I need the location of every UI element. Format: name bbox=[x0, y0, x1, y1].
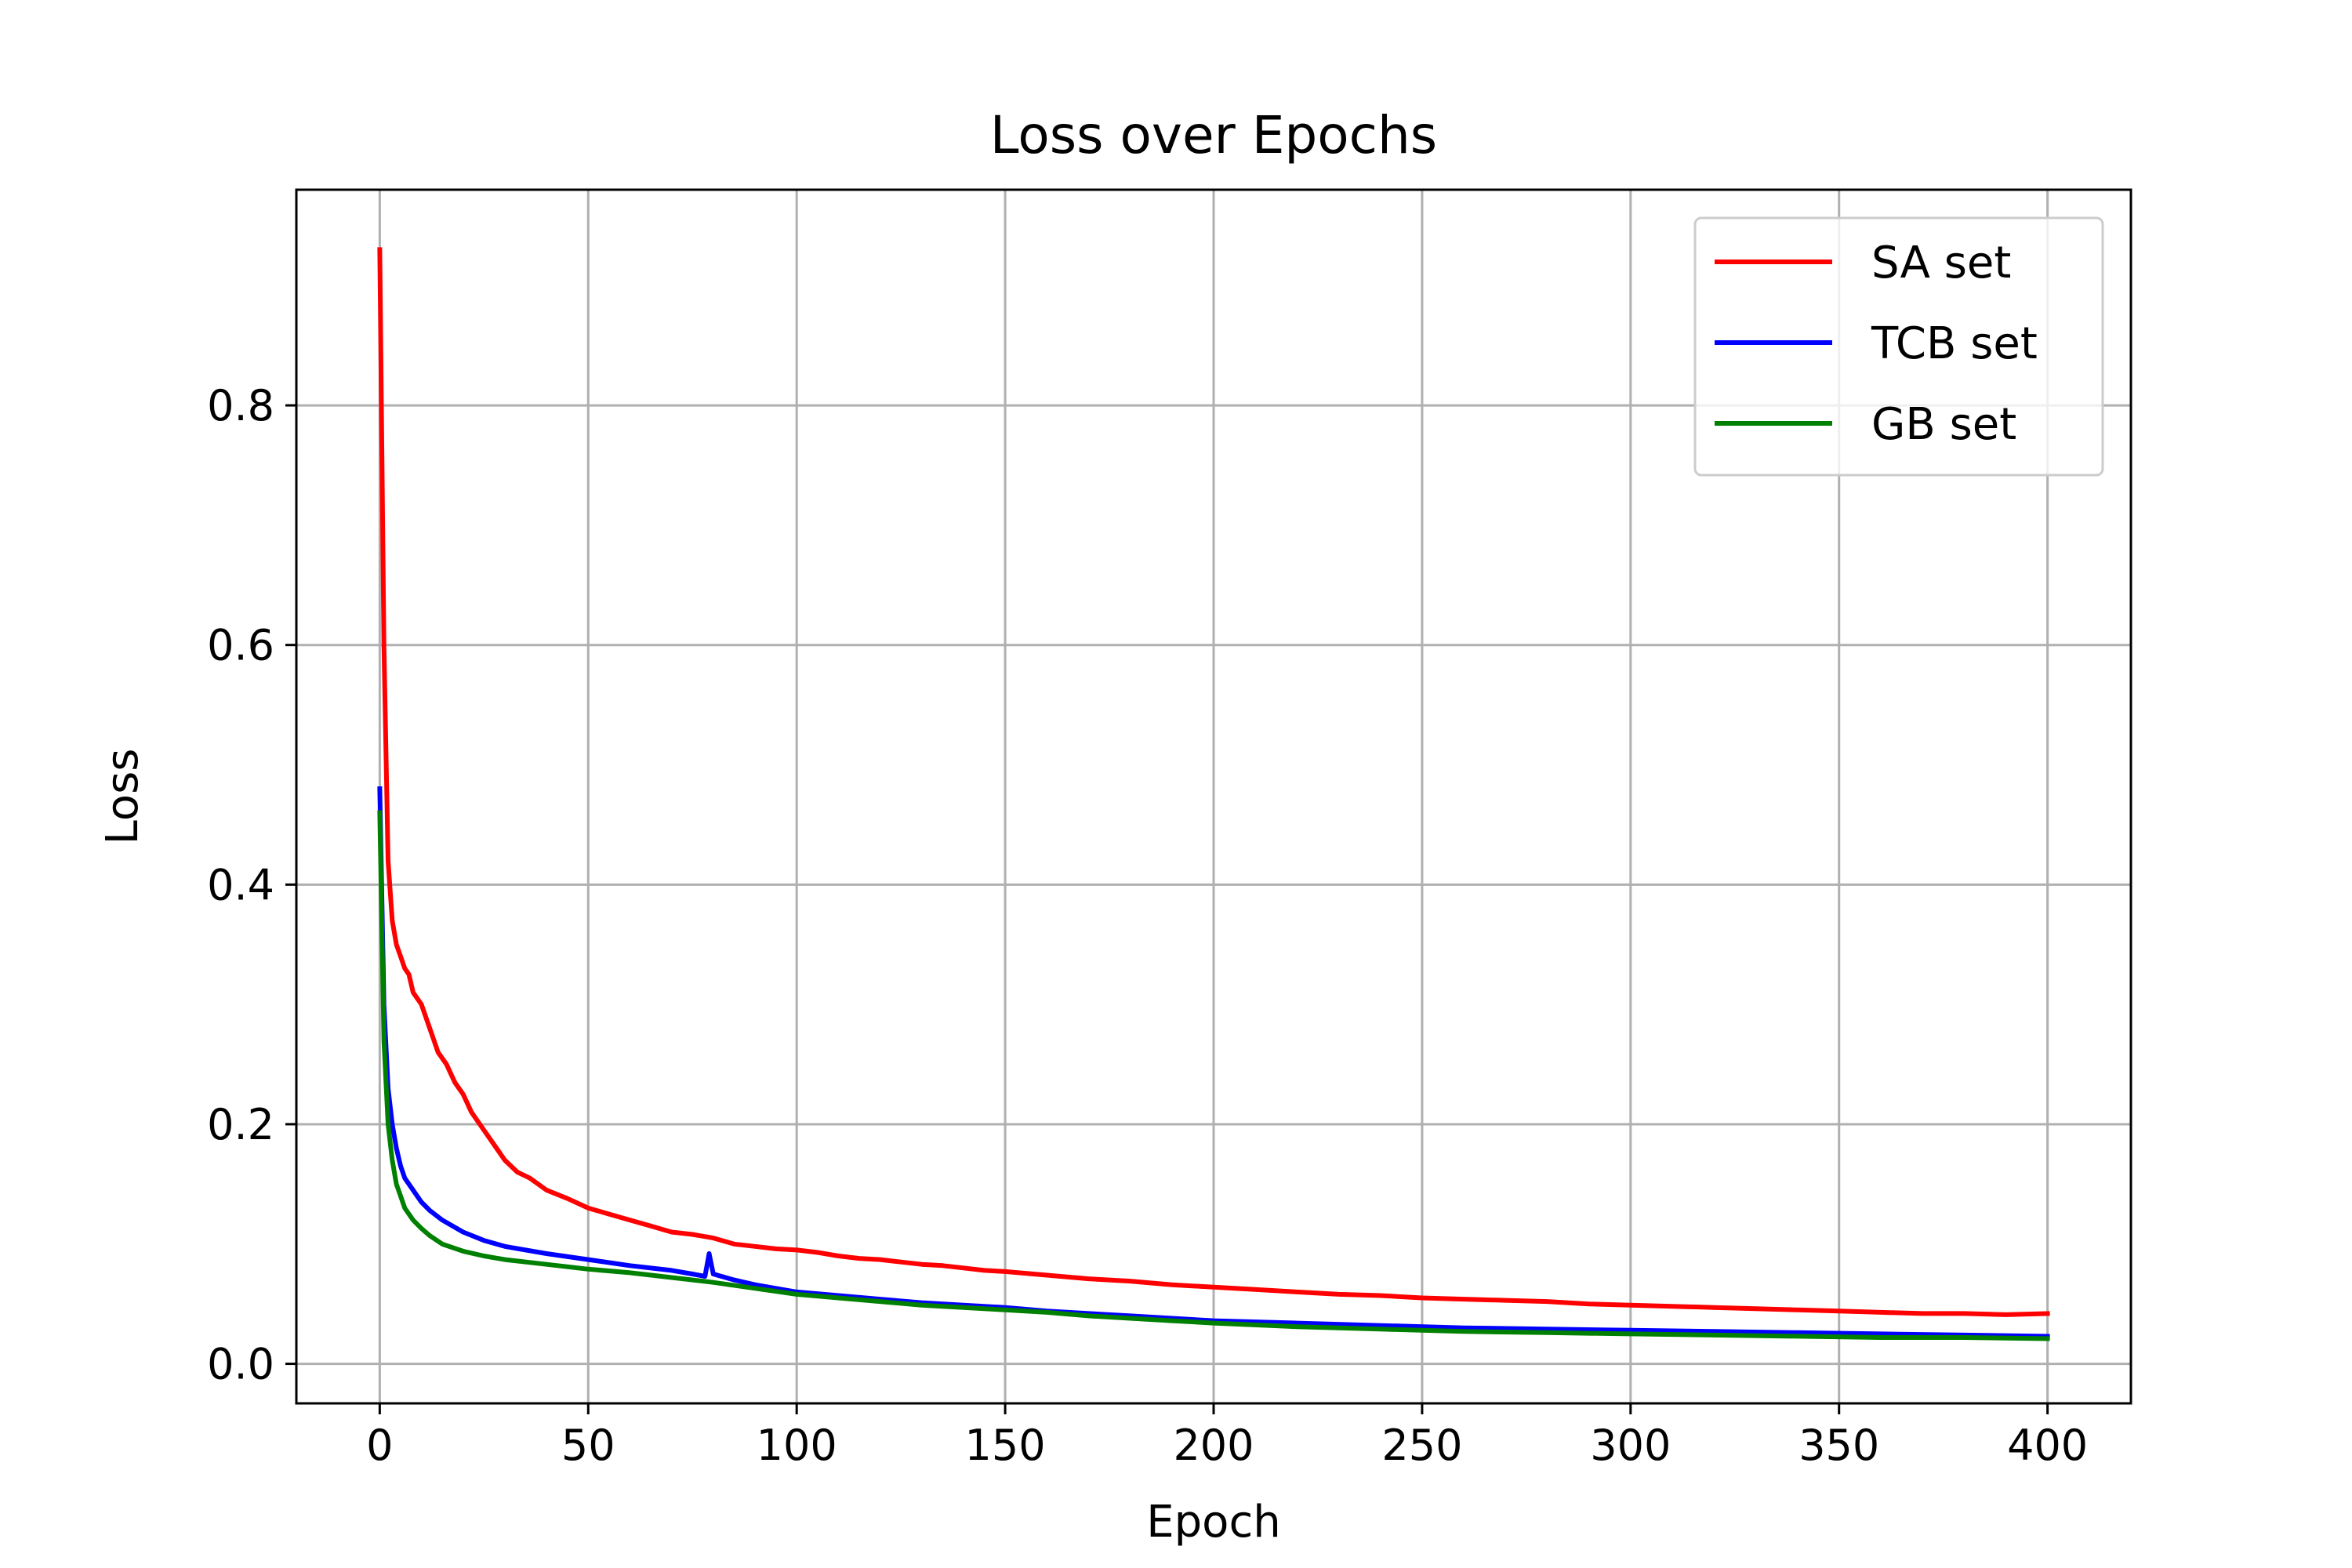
y-tick-label: 0.2 bbox=[207, 1100, 274, 1149]
legend-label: GB set bbox=[1871, 399, 2016, 450]
series-line-gb-set bbox=[377, 810, 2050, 1341]
x-tick-label: 400 bbox=[2007, 1421, 2088, 1470]
x-tick-label: 200 bbox=[1173, 1421, 1254, 1470]
legend-label: SA set bbox=[1871, 238, 2011, 289]
legend-box bbox=[1693, 216, 2104, 477]
x-tick-label: 100 bbox=[757, 1421, 837, 1470]
legend-label: TCB set bbox=[1871, 318, 2038, 369]
x-tick-label: 50 bbox=[561, 1421, 615, 1470]
legend: SA set TCB set GB set bbox=[1693, 216, 2104, 477]
chart-title: Loss over Epochs bbox=[990, 105, 1437, 165]
x-axis-ticks: 0 50 100 150 200 250 300 350 400 bbox=[366, 1403, 2088, 1470]
y-tick-label: 0.6 bbox=[207, 621, 274, 670]
y-axis-ticks: 0.0 0.2 0.4 0.6 0.8 bbox=[207, 381, 296, 1389]
series-line-sa-set bbox=[377, 247, 2050, 1317]
x-tick-label: 350 bbox=[1798, 1421, 1879, 1470]
x-tick-label: 0 bbox=[366, 1421, 393, 1470]
y-tick-label: 0.0 bbox=[207, 1340, 274, 1389]
y-tick-label: 0.8 bbox=[207, 381, 274, 430]
series-line-tcb-set bbox=[377, 786, 2050, 1339]
legend-items: SA set TCB set GB set bbox=[1715, 238, 2038, 450]
y-axis-label: Loss bbox=[97, 749, 148, 845]
x-tick-label: 300 bbox=[1590, 1421, 1671, 1470]
x-axis-label: Epoch bbox=[1146, 1497, 1280, 1548]
x-tick-label: 150 bbox=[965, 1421, 1046, 1470]
y-tick-label: 0.4 bbox=[207, 860, 274, 909]
series-lines bbox=[377, 247, 2050, 1341]
x-tick-label: 250 bbox=[1381, 1421, 1462, 1470]
